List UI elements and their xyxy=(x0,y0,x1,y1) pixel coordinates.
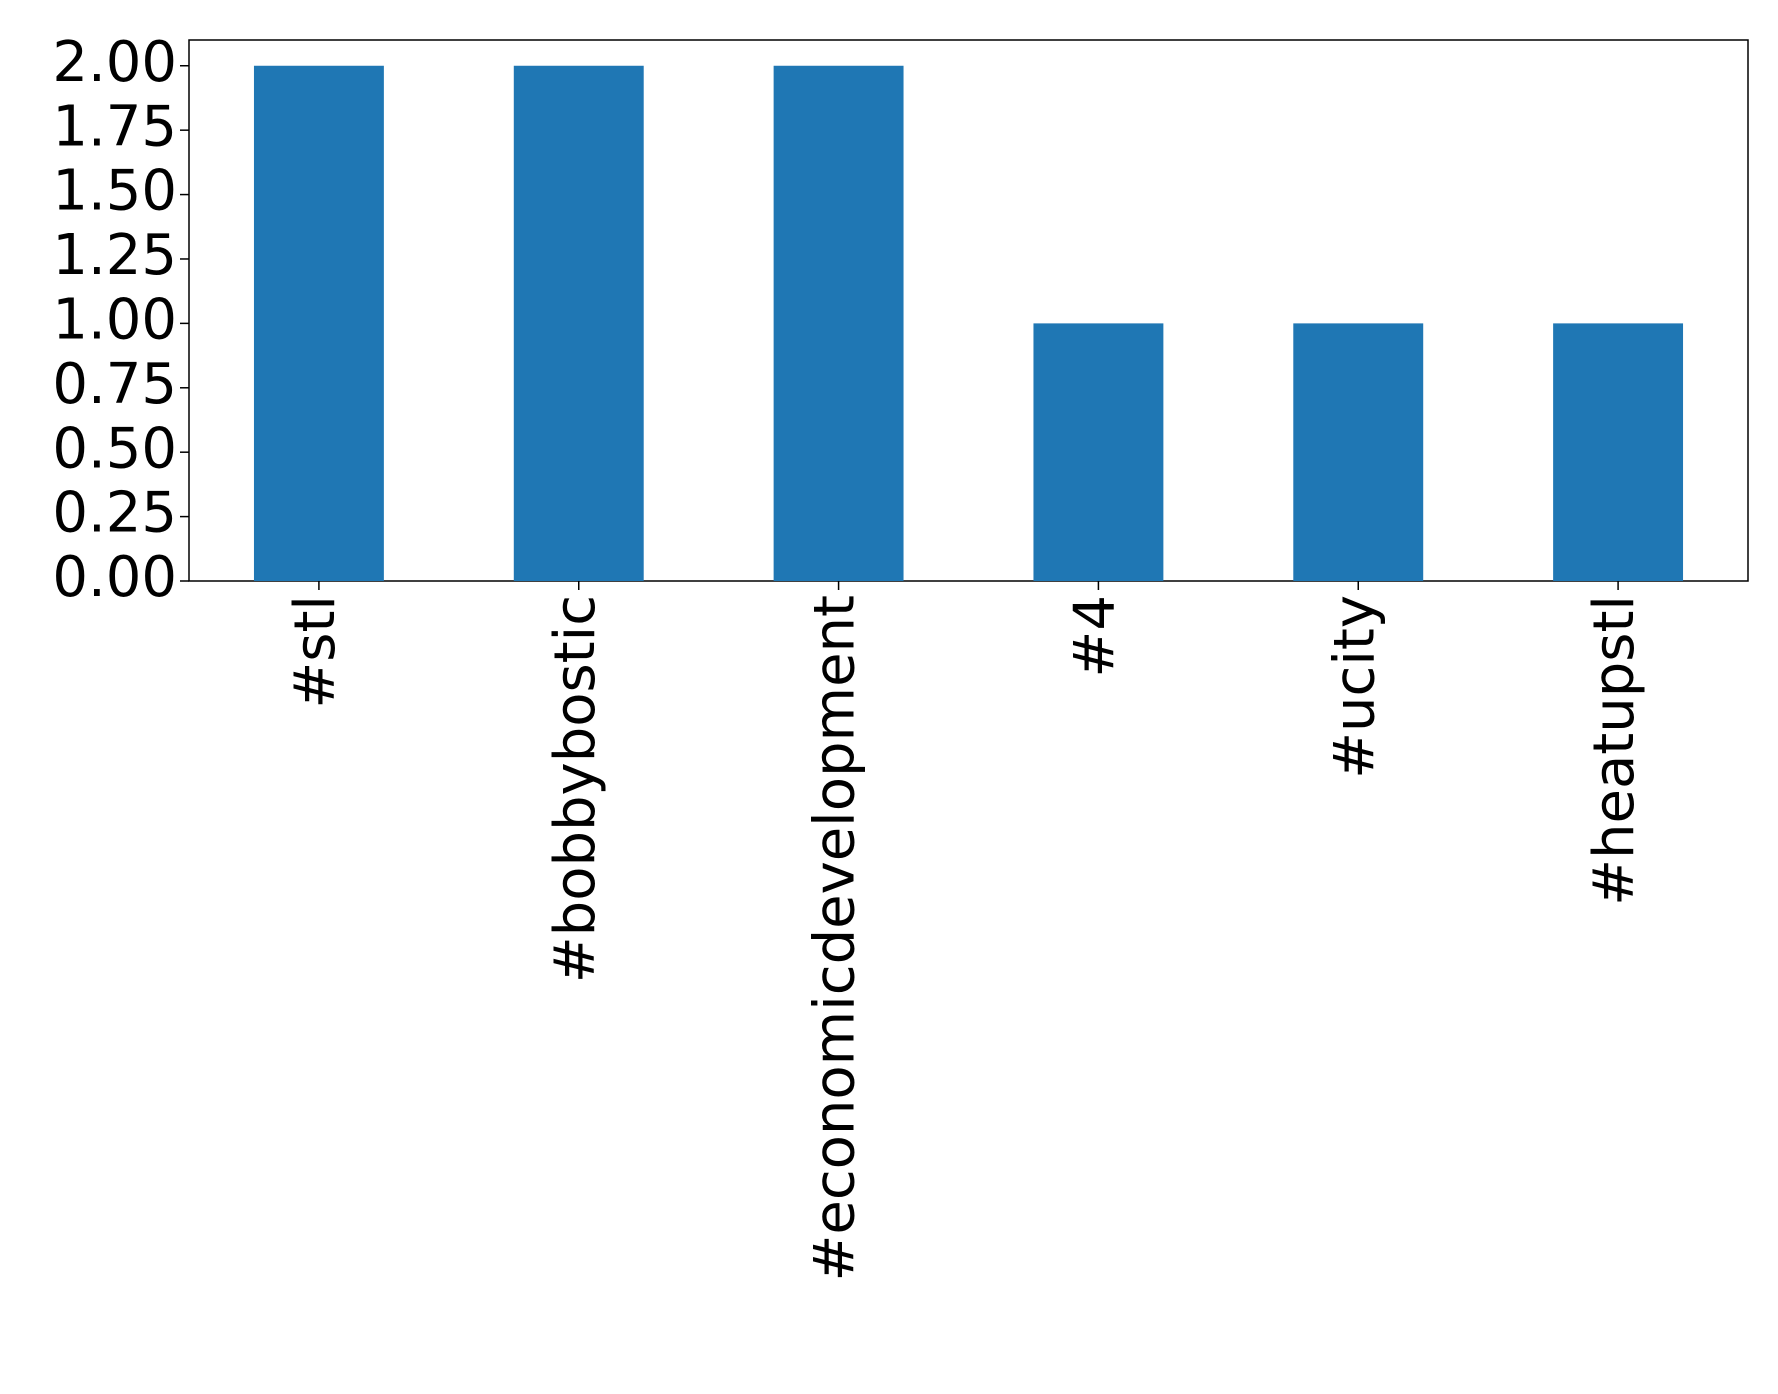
bar xyxy=(1293,323,1424,581)
x-tick-label: #stl xyxy=(283,595,348,709)
y-tick-label: 2.00 xyxy=(52,30,177,95)
bar xyxy=(773,65,904,581)
plot-frame xyxy=(188,39,1749,582)
bar xyxy=(513,65,644,581)
y-tick-label: 0.00 xyxy=(52,545,177,610)
x-tick-label: #heatupstl xyxy=(1582,595,1647,906)
y-tick-label: 0.75 xyxy=(52,352,177,417)
bar xyxy=(1553,323,1684,581)
y-tick-label: 1.00 xyxy=(52,288,177,353)
y-tick-label: 0.25 xyxy=(52,481,177,546)
y-tick-label: 1.50 xyxy=(52,159,177,224)
y-tick-label: 1.75 xyxy=(52,94,177,159)
x-tick-label: #bobbybostic xyxy=(543,595,608,983)
y-tick-label: 0.50 xyxy=(52,416,177,481)
x-tick-label: #4 xyxy=(1063,595,1128,678)
bar xyxy=(253,65,384,581)
y-tick-label: 1.25 xyxy=(52,223,177,288)
x-tick-label: #ucity xyxy=(1322,595,1387,779)
x-tick-label: #economicdevelopment xyxy=(803,595,868,1282)
bar xyxy=(1033,323,1164,581)
